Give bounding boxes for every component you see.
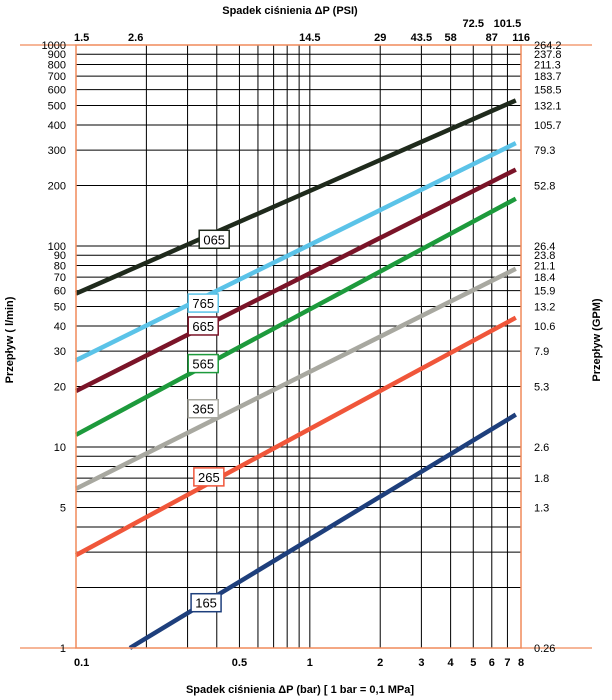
- y2-tick-label: 5.3: [534, 381, 549, 393]
- y2-tick-label: 79.3: [534, 145, 555, 157]
- x-tick-label: 4: [448, 657, 455, 669]
- x2-tick-label: 101.5: [494, 18, 522, 30]
- plot-frame: [20, 44, 592, 649]
- x2-tick-label: 58: [444, 32, 456, 44]
- y-tick-label: 100: [48, 241, 66, 253]
- x2-tick-label: 87: [486, 32, 498, 44]
- y2-tick-label: 132.1: [534, 101, 562, 113]
- y2-tick-label: 26.4: [534, 241, 555, 253]
- x-tick-label: 5: [470, 657, 476, 669]
- x2-tick-label: 116: [512, 32, 530, 44]
- y-tick-label: 40: [54, 321, 66, 333]
- series-line-765: [75, 141, 517, 363]
- y2-tick-label: 158.5: [534, 85, 562, 97]
- series-line-365: [74, 266, 517, 491]
- y2-tick-label: 52.8: [534, 180, 555, 192]
- right-axis-title: Przepływ (GPM): [591, 298, 603, 381]
- y-tick-label: 300: [48, 145, 66, 157]
- y2-tick-label: 105.7: [534, 120, 562, 132]
- series-label-box-665: [187, 316, 219, 336]
- x-tick-label: 2: [377, 657, 383, 669]
- y-tick-label: 400: [48, 120, 66, 132]
- y2-tick-label: 264.2: [534, 40, 562, 52]
- tick-labels: 0.1 0.5 1 2 3 4 5 6 7 81.5 2.6 14.5 29 43.5 5872.58710…: [42, 18, 562, 669]
- series-label-box-565: [187, 353, 219, 374]
- bottom-axis-title: Spadek ciśnienia ΔP (bar) [ 1 bar = 0,1 …: [186, 684, 414, 696]
- series-label-665: 665: [192, 319, 214, 334]
- series-label-065: 065: [203, 232, 225, 247]
- y-tick-label: 900: [48, 49, 66, 61]
- series-line-265: [74, 315, 517, 558]
- y-tick-label: 1000: [42, 40, 66, 52]
- y2-tick-label: 7.9: [534, 346, 549, 358]
- plot-border: [75, 44, 522, 649]
- series-label-box-365: [187, 398, 219, 419]
- grid: [75, 44, 522, 649]
- x-tick-label: 6: [489, 657, 495, 669]
- series-line-565: [74, 196, 517, 437]
- top-axis-title: Spadek ciśnienia ΔP (PSI): [222, 5, 358, 17]
- x2-tick-label: 72.5: [463, 18, 484, 30]
- left-axis-title: Przepływ ( l/min): [4, 296, 16, 383]
- y-tick-label: 60: [54, 286, 66, 298]
- y-tick-label: 20: [54, 381, 66, 393]
- x2-tick-label: 2.6: [128, 32, 143, 44]
- x-tick-label: 1: [307, 657, 313, 669]
- x-tick-label: 0.1: [74, 657, 89, 669]
- y-tick-label: 700: [48, 71, 66, 83]
- series-label-box-265: [193, 467, 225, 487]
- series-label-265: 265: [198, 470, 220, 485]
- series-label-box-765: [187, 293, 219, 313]
- y2-tick-label: 211.3: [534, 59, 561, 71]
- y-tick-label: 70: [54, 272, 66, 284]
- y-tick-label: 600: [48, 85, 66, 97]
- x-tick-label: 7: [504, 657, 510, 669]
- y2-tick-label: 183.7: [534, 71, 562, 83]
- x2-tick-label: 14.5: [299, 32, 320, 44]
- y2-tick-label: 13.2: [534, 302, 555, 314]
- series-label-365: 365: [192, 402, 214, 417]
- y2-tick-label: 1.3: [534, 503, 549, 515]
- y2-tick-label: 237.8: [534, 49, 562, 61]
- series-label-box-165: [190, 592, 222, 613]
- y-tick-label: 200: [48, 180, 66, 192]
- x-tick-label: 3: [418, 657, 424, 669]
- series-line-665: [74, 167, 517, 394]
- x2-tick-label: 43.5: [411, 32, 432, 44]
- y-tick-label: 90: [54, 250, 66, 262]
- x2-tick-label: 29: [374, 32, 386, 44]
- y2-tick-label: 15.9: [534, 286, 555, 298]
- series-label-565: 565: [192, 357, 214, 372]
- y-tick-label: 30: [54, 346, 66, 358]
- y2-tick-label: 0.26: [534, 643, 555, 655]
- series-labels: 065 765 665 565 365 265 165: [187, 229, 230, 613]
- y-tick-label: 800: [48, 59, 66, 71]
- series-line-065: [75, 98, 517, 296]
- series-label-box-065: [198, 229, 230, 250]
- y2-tick-label: 21.1: [534, 260, 555, 272]
- y-tick-label: 500: [48, 101, 66, 113]
- y2-tick-label: 1.8: [534, 473, 549, 485]
- y2-tick-label: 10.6: [534, 321, 555, 333]
- y-tick-label: 5: [60, 503, 66, 515]
- y2-tick-label: 23.8: [534, 250, 555, 262]
- series-lines: [74, 98, 517, 650]
- x-tick-label: 0.5: [232, 657, 247, 669]
- y-tick-label: 80: [54, 260, 66, 272]
- y2-tick-label: 2.6: [534, 442, 549, 454]
- y2-tick-label: 18.4: [534, 272, 555, 284]
- series-label-165: 165: [195, 596, 217, 611]
- y-tick-label: 50: [54, 302, 66, 314]
- y-tick-label: 10: [54, 442, 66, 454]
- x-tick-label: 8: [518, 657, 524, 669]
- y-tick-label: 1: [60, 643, 66, 655]
- x2-tick-label: 1.5: [74, 32, 89, 44]
- series-label-765: 765: [192, 296, 214, 311]
